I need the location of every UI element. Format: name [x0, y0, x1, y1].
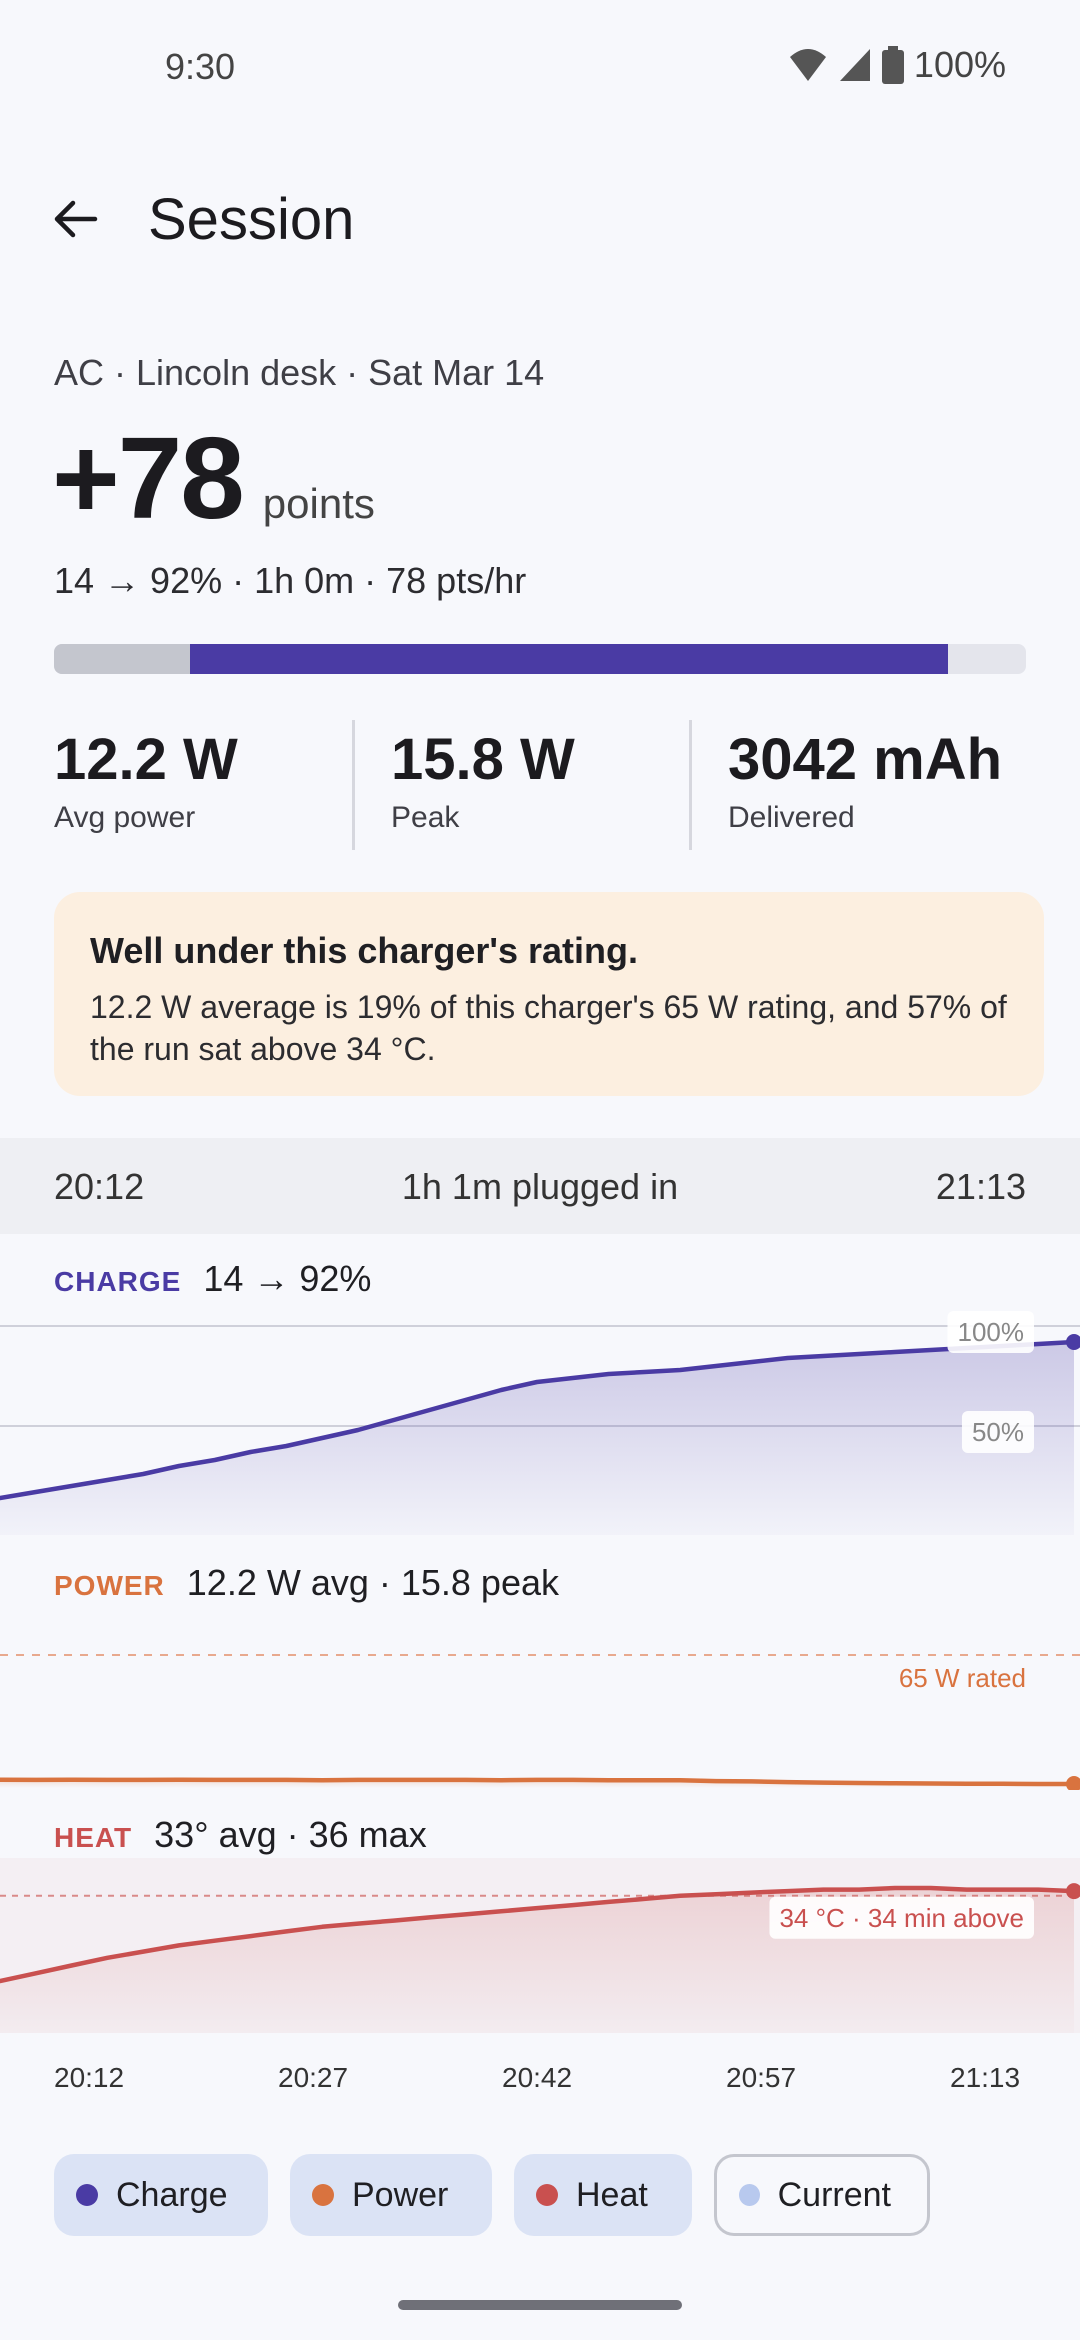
signal-icon: [839, 49, 870, 81]
svg-text:34 °C · 34 min above: 34 °C · 34 min above: [779, 1903, 1024, 1933]
dot-icon: [536, 2184, 558, 2206]
timeline-band: [0, 1138, 1080, 1234]
stat-avg-power: 12.2 W Avg power: [54, 720, 352, 850]
stat-value: 3042 mAh: [728, 727, 1003, 792]
x-tick-label: 20:42: [502, 2062, 573, 2093]
chip-label: Power: [352, 2175, 449, 2214]
heat-chart: 34 °C · 34 min above: [0, 1858, 1080, 2033]
battery-level: 100%: [913, 44, 1006, 85]
svg-text:50%: 50%: [972, 1417, 1024, 1447]
stat-label: Peak: [391, 800, 460, 834]
timeline-end: 21:13: [935, 1166, 1026, 1207]
charge-section-header: CHARGE 14 → 92%: [54, 1258, 371, 1300]
callout-body: 12.2 W average is 19% of this charger's …: [90, 989, 1007, 1068]
heat-end-point: [1066, 1883, 1080, 1900]
stat-label: Avg power: [54, 800, 196, 834]
session-summary: 14 → 92% · 1h 0m · 78 pts/hr: [54, 560, 527, 601]
dot-icon: [739, 2184, 760, 2206]
progress-start-segment: [54, 644, 191, 674]
stat-delivered: 3042 mAh Delivered: [689, 720, 1026, 850]
points-value: +78: [52, 413, 245, 543]
charge-chart: 100% 50%: [0, 1311, 1080, 1535]
stat-peak: 15.8 W Peak: [352, 720, 689, 850]
section-label: POWER: [54, 1570, 165, 1601]
wifi-icon: [789, 49, 826, 81]
charge-progress-bar: [54, 644, 1026, 674]
legend-chip-heat[interactable]: Heat: [514, 2154, 692, 2236]
back-button[interactable]: [42, 186, 108, 252]
section-value: 33° avg · 36 max: [154, 1814, 427, 1855]
stats-row: 12.2 W Avg power 15.8 W Peak 3042 mAh De…: [54, 720, 1026, 850]
status-icons: 100%: [788, 44, 1006, 86]
charger-rating-callout: Well under this charger's rating. 12.2 W…: [54, 892, 1044, 1096]
arrow-back-icon: [54, 200, 98, 238]
points-unit: points: [262, 480, 375, 527]
progress-fill: [190, 644, 949, 674]
charge-line: [0, 1339, 1077, 1501]
rated-reference-label: 65 W rated: [899, 1663, 1026, 1693]
x-tick-label: 20:57: [726, 2062, 797, 2093]
battery-icon: [881, 46, 904, 84]
legend-chip-charge[interactable]: Charge: [54, 2154, 268, 2236]
power-end-point: [1066, 1775, 1080, 1790]
power-section-header: POWER 12.2 W avg · 15.8 peak: [54, 1562, 559, 1604]
dot-icon: [312, 2184, 334, 2206]
dot-icon: [76, 2184, 98, 2206]
section-label: CHARGE: [54, 1266, 182, 1297]
x-tick-label: 20:12: [54, 2062, 125, 2093]
heat-line: [0, 1885, 1077, 1984]
stat-value: 12.2 W: [54, 727, 238, 792]
power-chart: 65 W rated: [0, 1654, 1080, 1790]
callout-title: Well under this charger's rating.: [90, 930, 639, 971]
svg-text:100%: 100%: [958, 1317, 1025, 1347]
chip-label: Current: [777, 2175, 891, 2214]
heat-section-header: HEAT 33° avg · 36 max: [54, 1814, 427, 1856]
legend-chip-current[interactable]: Current: [714, 2154, 930, 2236]
legend-chip-power[interactable]: Power: [290, 2154, 492, 2236]
section-label: HEAT: [54, 1822, 133, 1853]
gridline-label: 50%: [961, 1411, 1034, 1453]
charge-area: [0, 1342, 1074, 1535]
chip-label: Heat: [576, 2175, 648, 2214]
stat-label: Delivered: [728, 800, 855, 834]
points-summary: +78 points: [52, 420, 375, 536]
page-title: Session: [148, 187, 355, 252]
charge-end-point: [1066, 1334, 1080, 1350]
heat-threshold-label: 34 °C · 34 min above: [769, 1896, 1034, 1939]
legend-chips: Charge Power Heat Current: [54, 2154, 930, 2236]
gridline-label: 100%: [947, 1311, 1034, 1353]
power-line: [0, 1777, 1077, 1787]
x-tick-label: 20:27: [278, 2062, 349, 2093]
status-time: 9:30: [165, 46, 236, 87]
session-meta: AC · Lincoln desk · Sat Mar 14: [54, 352, 545, 393]
section-value: 14 → 92%: [203, 1258, 372, 1299]
timeline-duration: 1h 1m plugged in: [401, 1166, 679, 1207]
home-indicator[interactable]: [398, 2300, 682, 2310]
timeline-start: 20:12: [54, 1166, 145, 1207]
x-tick-label: 21:13: [950, 2062, 1021, 2093]
stat-value: 15.8 W: [391, 727, 575, 792]
chip-label: Charge: [116, 2175, 228, 2214]
section-value: 12.2 W avg · 15.8 peak: [186, 1562, 559, 1603]
